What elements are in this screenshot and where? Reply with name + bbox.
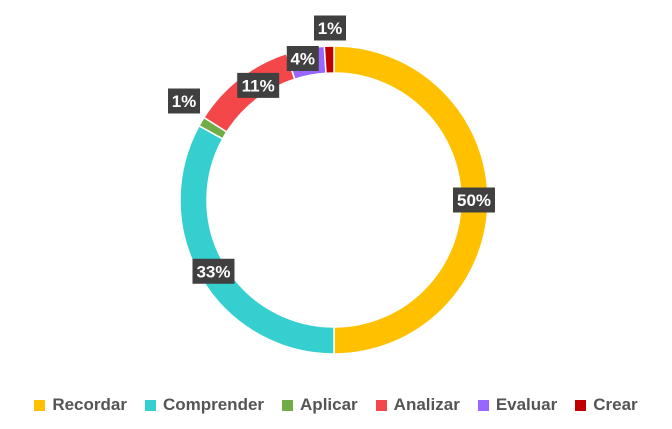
legend-swatch [575, 399, 587, 411]
data-label-text: 1% [318, 19, 343, 38]
data-label-box [314, 15, 346, 41]
legend-label: Analizar [393, 395, 460, 414]
data-label-box [286, 45, 319, 71]
data-label-box [192, 258, 235, 284]
data-label-comprender: 33% [192, 258, 235, 284]
legend-swatch [144, 399, 156, 411]
legend-label: Evaluar [495, 395, 558, 414]
data-label-text: 11% [242, 76, 275, 95]
data-label-box [453, 187, 495, 213]
data-label-text: 1% [172, 92, 197, 111]
legend-item-comprender: Comprender [144, 395, 265, 415]
legend-item-recordar: Recordar [34, 395, 127, 415]
legend-item-crear: Crear [575, 395, 638, 415]
legend-item-evaluar: Evaluar [477, 395, 558, 415]
legend-item-analizar: Analizar [375, 395, 460, 415]
data-label-box [237, 72, 280, 98]
legend-swatch [34, 399, 46, 411]
data-label-recordar: 50% [453, 187, 495, 213]
legend-swatch [282, 399, 294, 411]
data-label-text: 50% [457, 191, 491, 210]
data-label-text: 33% [196, 262, 230, 281]
data-label-text: 4% [290, 49, 315, 68]
legend-label: Crear [593, 395, 638, 414]
data-label-analizar: 11% [237, 72, 280, 98]
donut-slices [179, 45, 489, 355]
data-labels: 50%33%1%11%4%1% [168, 15, 495, 284]
slice-crear [323, 45, 335, 75]
legend-label: Comprender [162, 395, 265, 414]
chart-legend: Recordar Comprender Aplicar Analizar Evaluar… [0, 392, 672, 418]
legend-item-aplicar: Aplicar [282, 395, 358, 415]
legend-label: Aplicar [300, 395, 358, 414]
data-label-box [168, 88, 200, 114]
data-label-aplicar: 1% [168, 88, 200, 114]
legend-label: Recordar [52, 395, 127, 414]
legend-swatch [477, 399, 489, 411]
data-label-crear: 1% [314, 15, 346, 41]
data-label-evaluar: 4% [286, 45, 319, 71]
slice-comprender [179, 124, 335, 355]
legend-swatch [375, 399, 387, 411]
